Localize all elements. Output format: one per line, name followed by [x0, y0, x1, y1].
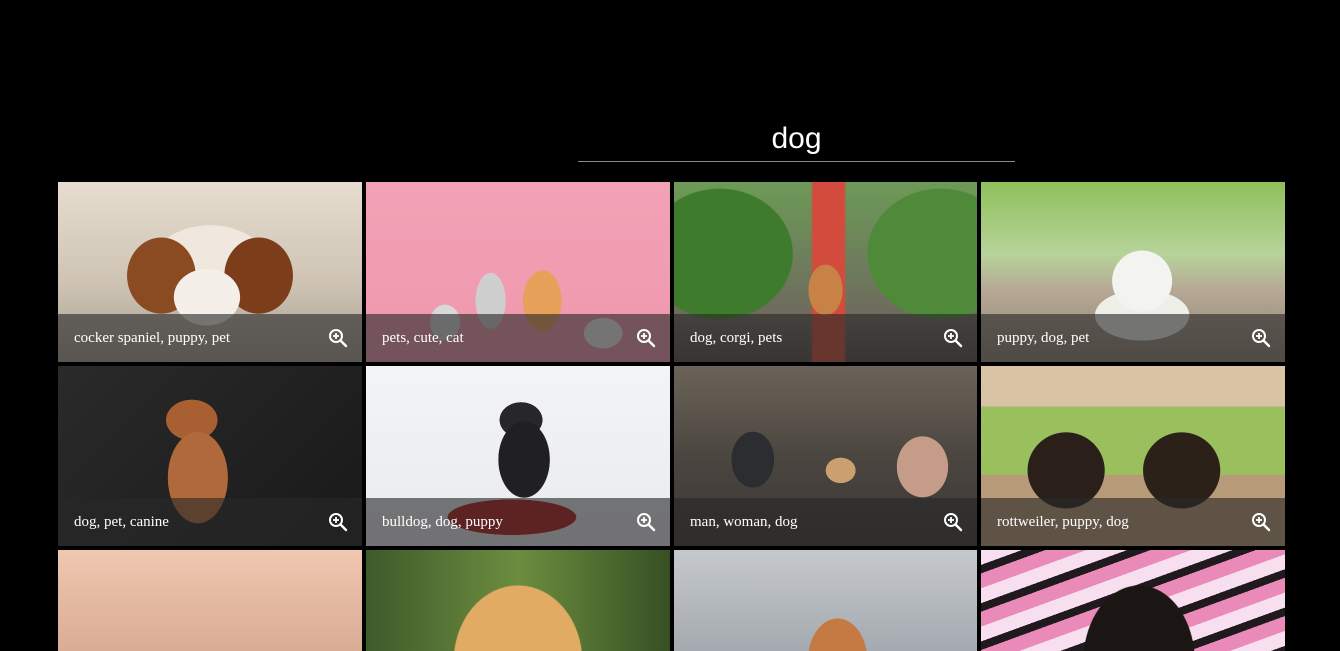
search-bar	[578, 118, 1015, 162]
image-tags: rottweiler, puppy, dog	[997, 514, 1129, 530]
zoom-in-icon[interactable]	[1251, 512, 1271, 532]
caption-bar: bulldog, dog, puppy	[366, 498, 670, 546]
image-card[interactable]: rottweiler, puppy, dog	[981, 366, 1285, 546]
image-tags: pets, cute, cat	[382, 330, 464, 346]
zoom-in-icon[interactable]	[943, 512, 963, 532]
image-photo[interactable]	[366, 550, 670, 651]
image-card[interactable]	[58, 550, 362, 651]
image-photo[interactable]	[58, 550, 362, 651]
caption-bar: rottweiler, puppy, dog	[981, 498, 1285, 546]
caption-bar: dog, pet, canine	[58, 498, 362, 546]
caption-bar: pets, cute, cat	[366, 314, 670, 362]
caption-bar: puppy, dog, pet	[981, 314, 1285, 362]
image-card[interactable]: cocker spaniel, puppy, pet	[58, 182, 362, 362]
image-photo[interactable]	[981, 550, 1285, 651]
image-tags: dog, corgi, pets	[690, 330, 783, 346]
image-card[interactable]: dog, pet, canine	[58, 366, 362, 546]
zoom-in-icon[interactable]	[328, 512, 348, 532]
zoom-in-icon[interactable]	[328, 328, 348, 348]
image-card[interactable]: dog, corgi, pets	[674, 182, 977, 362]
zoom-in-icon[interactable]	[943, 328, 963, 348]
zoom-in-icon[interactable]	[636, 328, 656, 348]
zoom-in-icon[interactable]	[1251, 328, 1271, 348]
image-card[interactable]	[674, 550, 977, 651]
image-tags: puppy, dog, pet	[997, 330, 1090, 346]
image-tags: dog, pet, canine	[74, 514, 169, 530]
image-tags: man, woman, dog	[690, 514, 798, 530]
image-photo[interactable]	[674, 550, 977, 651]
image-card[interactable]	[981, 550, 1285, 651]
caption-bar: cocker spaniel, puppy, pet	[58, 314, 362, 362]
zoom-in-icon[interactable]	[636, 512, 656, 532]
image-results-grid: cocker spaniel, puppy, pet pets, cute, c…	[58, 182, 1285, 651]
search-input[interactable]	[578, 118, 1015, 160]
image-tags: cocker spaniel, puppy, pet	[74, 330, 231, 346]
image-card[interactable]: bulldog, dog, puppy	[366, 366, 670, 546]
caption-bar: dog, corgi, pets	[674, 314, 977, 362]
image-card[interactable]: man, woman, dog	[674, 366, 977, 546]
image-tags: bulldog, dog, puppy	[382, 514, 503, 530]
image-card[interactable]: pets, cute, cat	[366, 182, 670, 362]
image-card[interactable]	[366, 550, 670, 651]
image-card[interactable]: puppy, dog, pet	[981, 182, 1285, 362]
caption-bar: man, woman, dog	[674, 498, 977, 546]
